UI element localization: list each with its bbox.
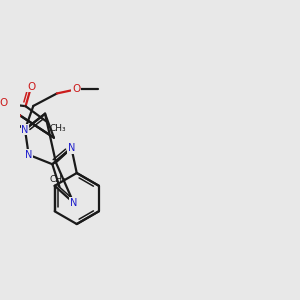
Text: N: N	[70, 198, 77, 208]
Text: O: O	[27, 82, 35, 92]
Text: CH₃: CH₃	[49, 124, 66, 133]
Text: N: N	[25, 150, 32, 160]
Text: O: O	[0, 98, 8, 108]
Text: O: O	[72, 84, 80, 94]
Text: CH₃: CH₃	[50, 176, 66, 184]
Text: N: N	[21, 124, 29, 134]
Text: N: N	[68, 143, 75, 153]
